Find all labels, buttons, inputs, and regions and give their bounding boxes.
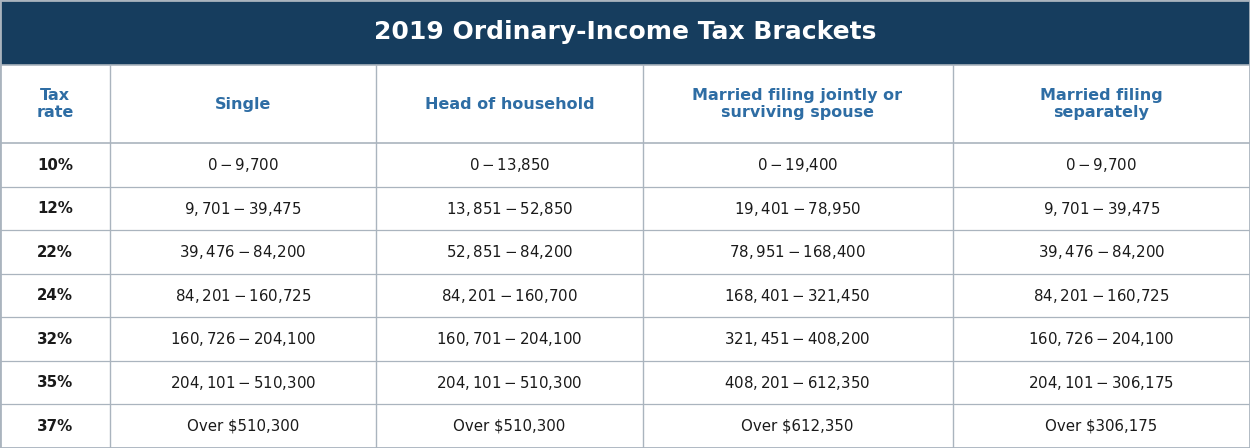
- Text: $0 - $19,400: $0 - $19,400: [756, 156, 839, 174]
- Text: Over $612,350: Over $612,350: [741, 419, 854, 434]
- Text: $408,201 - $612,350: $408,201 - $612,350: [724, 374, 871, 392]
- Bar: [0, 405, 1250, 448]
- Text: Married filing
separately: Married filing separately: [1040, 88, 1162, 121]
- Text: $160,726 - $204,100: $160,726 - $204,100: [170, 330, 316, 348]
- Text: 37%: 37%: [38, 419, 72, 434]
- Text: 2019 Ordinary-Income Tax Brackets: 2019 Ordinary-Income Tax Brackets: [374, 21, 876, 44]
- Text: 32%: 32%: [38, 332, 72, 347]
- Bar: [0, 65, 1250, 143]
- Text: Over $510,300: Over $510,300: [188, 419, 299, 434]
- Text: $204,101 - $510,300: $204,101 - $510,300: [170, 374, 316, 392]
- Text: 10%: 10%: [38, 158, 72, 172]
- Bar: [0, 318, 1250, 361]
- Text: 24%: 24%: [38, 288, 72, 303]
- Text: $52,851 - $84,200: $52,851 - $84,200: [446, 243, 572, 261]
- Text: $0 - $9,700: $0 - $9,700: [1065, 156, 1138, 174]
- Text: $39,476 - $84,200: $39,476 - $84,200: [180, 243, 306, 261]
- Text: 22%: 22%: [38, 245, 72, 260]
- Text: $160,701 - $204,100: $160,701 - $204,100: [436, 330, 582, 348]
- Text: $0 - $9,700: $0 - $9,700: [208, 156, 279, 174]
- Text: $84,201 - $160,725: $84,201 - $160,725: [175, 287, 311, 305]
- Text: $19,401 - $78,950: $19,401 - $78,950: [734, 200, 861, 218]
- Text: $321,451 - $408,200: $321,451 - $408,200: [724, 330, 871, 348]
- Text: $84,201 - $160,725: $84,201 - $160,725: [1032, 287, 1170, 305]
- Text: $160,726 - $204,100: $160,726 - $204,100: [1028, 330, 1175, 348]
- Bar: [0, 274, 1250, 318]
- Text: 35%: 35%: [38, 375, 72, 390]
- Text: Single: Single: [215, 97, 271, 112]
- Bar: [0, 361, 1250, 405]
- Text: Head of household: Head of household: [425, 97, 594, 112]
- Text: $39,476 - $84,200: $39,476 - $84,200: [1038, 243, 1165, 261]
- Text: Married filing jointly or
surviving spouse: Married filing jointly or surviving spou…: [693, 88, 902, 121]
- Text: $84,201 - $160,700: $84,201 - $160,700: [441, 287, 578, 305]
- Bar: [0, 143, 1250, 187]
- Text: Tax
rate: Tax rate: [36, 88, 74, 121]
- Text: $168,401 - $321,450: $168,401 - $321,450: [724, 287, 871, 305]
- Text: $78,951 - $168,400: $78,951 - $168,400: [729, 243, 866, 261]
- Bar: [0, 187, 1250, 230]
- Text: $204,101 - $510,300: $204,101 - $510,300: [436, 374, 582, 392]
- Text: $13,851 - $52,850: $13,851 - $52,850: [446, 200, 572, 218]
- Text: $9,701 - $39,475: $9,701 - $39,475: [185, 200, 301, 218]
- Text: Over $510,300: Over $510,300: [454, 419, 565, 434]
- Text: $9,701 - $39,475: $9,701 - $39,475: [1042, 200, 1160, 218]
- Text: 12%: 12%: [38, 201, 72, 216]
- Bar: [0, 230, 1250, 274]
- Text: $204,101 - $306,175: $204,101 - $306,175: [1029, 374, 1174, 392]
- Bar: [0, 0, 1250, 65]
- Text: Over $306,175: Over $306,175: [1045, 419, 1158, 434]
- Text: $0 - $13,850: $0 - $13,850: [469, 156, 550, 174]
